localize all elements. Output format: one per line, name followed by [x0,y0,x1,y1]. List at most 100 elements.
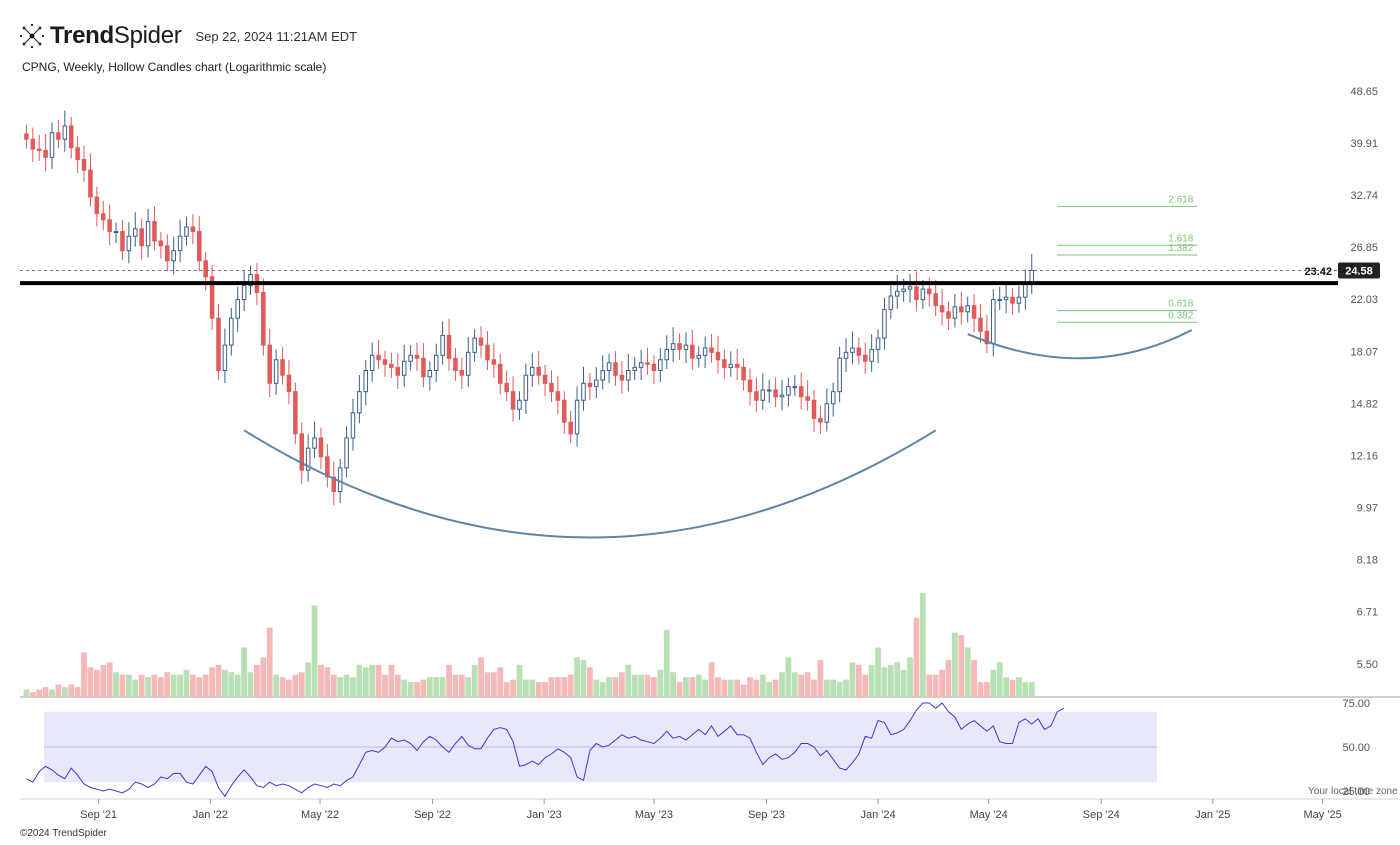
x-tick-label: Jan '24 [860,809,895,821]
volume-bar [151,674,158,697]
candle-body [959,306,964,313]
candle-body [760,389,766,401]
rounding-bottom-arc [243,429,937,539]
candle-body [734,363,740,368]
candle-body [779,394,785,398]
volume-bar [1016,677,1022,697]
candle-body [1016,296,1022,304]
candle-body [305,447,311,471]
volume-bar [766,682,773,697]
candle-body [465,351,471,376]
volume-bar [484,672,491,697]
volume-bar [695,674,702,697]
fib-level-label: 1.382 [1168,243,1193,254]
candle-body [235,299,240,319]
candle-body [606,362,612,371]
volume-bar [260,657,267,697]
candle-body [914,286,919,301]
candle-body [984,330,990,345]
volume-bar [625,664,632,697]
volume-bar [919,593,926,697]
candle-body [542,374,548,384]
volume-bar [426,677,433,697]
candle-body [350,412,356,439]
candle-body [754,391,759,401]
volume-bar [36,689,43,697]
candle-body [357,391,362,414]
candle-body [337,467,343,493]
x-tick-label: Jan '23 [527,809,562,821]
volume-bar [772,679,779,697]
volume-bar [900,669,907,697]
candle-body [766,389,772,392]
candle-body [907,286,913,290]
candle-body [363,369,369,393]
candle-body [850,347,855,353]
volume-bar [458,674,465,697]
timezone-note: Your local time zone [1308,786,1398,797]
volume-bar [619,672,625,697]
volume-bar [779,672,785,697]
candle-body [62,125,68,140]
y-tick-label: 8.18 [1357,555,1378,567]
candle-body [523,374,529,401]
candle-body [581,382,586,401]
volume-bar [952,632,958,697]
volume-bar [708,662,715,697]
candle-body [88,169,93,198]
candle-body [1003,296,1009,301]
candle-body [369,354,375,371]
candle-body [293,391,298,435]
volume-bar [734,679,741,697]
volume-bar [343,674,350,697]
last-price-label: 24.58 [1345,265,1373,277]
candle-body [401,360,407,376]
volume-bar [87,667,94,697]
volume-bar [286,679,292,697]
candle-body [933,293,938,307]
volume-bar [638,674,645,697]
candle-body [152,221,157,242]
volume-bar [836,682,843,697]
y-tick-label: 12.16 [1350,450,1378,462]
volume-bar [68,684,75,697]
volume-bar [478,657,484,697]
candle-body [184,226,189,237]
candle-body [267,344,272,384]
candle-body [286,374,292,393]
x-tick-label: Sep '24 [1083,809,1120,821]
volume-bar [721,679,728,697]
header: TrendSpider Sep 22, 2024 11:21AM EDT [18,18,357,54]
volume-bar [279,677,286,697]
volume-bar [958,635,965,697]
y-tick-label: 14.82 [1350,398,1378,410]
volume-bar [791,672,798,697]
candle-body [862,354,868,362]
candle-body [920,288,926,301]
last-price-tag [1338,262,1380,279]
candle-body [171,250,176,262]
candle-body [664,348,669,361]
candle-body [261,292,266,346]
volume-bar [785,657,792,697]
volume-bar [401,679,408,697]
candle-body [626,369,631,381]
volume-bar [727,679,734,697]
candle-body [389,363,394,368]
volume-bar [683,677,689,697]
volume-bar [375,664,382,697]
volume-bar [631,674,638,697]
candle-body [453,357,458,371]
volume-bar [465,677,472,697]
volume-bar [164,672,171,697]
y-tick-label: 18.07 [1350,346,1378,358]
volume-bar [689,677,696,697]
volume-bar [433,677,440,697]
x-tick-label: Sep '23 [748,809,785,821]
candle-body [594,379,599,388]
volume-bar [977,682,984,697]
candle-body [677,343,682,350]
candle-body [177,235,183,252]
candle-body [478,337,484,346]
